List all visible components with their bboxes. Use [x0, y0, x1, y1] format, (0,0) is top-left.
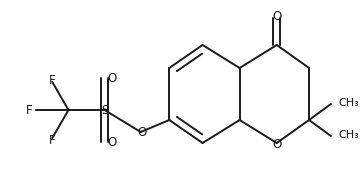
- Text: F: F: [49, 73, 55, 86]
- Text: F: F: [26, 103, 33, 116]
- Text: O: O: [108, 135, 117, 148]
- Text: CH₃: CH₃: [338, 98, 359, 108]
- Text: CH₃: CH₃: [338, 130, 359, 140]
- Text: S: S: [101, 103, 108, 116]
- Text: O: O: [272, 10, 282, 24]
- Text: F: F: [49, 134, 55, 146]
- Text: O: O: [108, 72, 117, 84]
- Text: O: O: [272, 137, 282, 151]
- Text: O: O: [137, 127, 146, 139]
